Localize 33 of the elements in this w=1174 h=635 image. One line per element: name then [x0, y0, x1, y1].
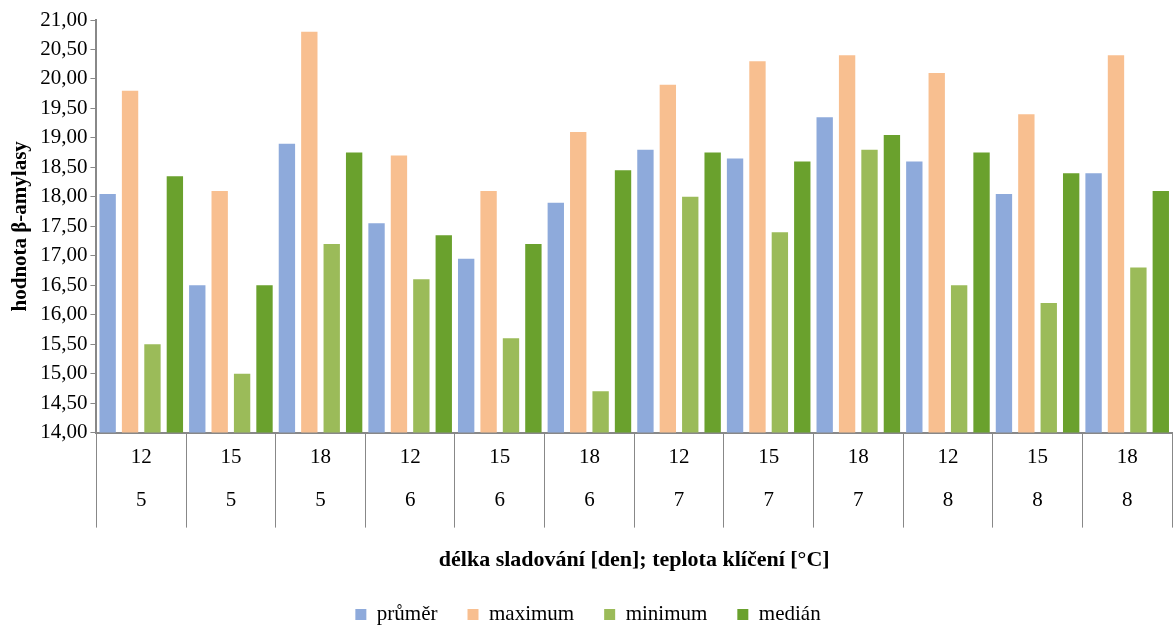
y-tick-label: 15,50 [40, 330, 88, 355]
x-tick-label: 15 8 [1027, 444, 1049, 512]
y-tick-label: 20,00 [40, 65, 88, 90]
y-tick-label: 16,00 [40, 301, 88, 326]
x-axis-title: délka sladování [den]; teplota klíčení [°C] [438, 546, 830, 572]
x-tick-label: 15 7 [758, 444, 780, 512]
y-tick-label: 14,00 [40, 419, 88, 444]
y-tick-label: 16,50 [40, 271, 88, 296]
y-tick-label: 19,00 [40, 124, 88, 149]
y-tick-label: 14,50 [40, 389, 88, 414]
y-axis-title: hodnota β-amylasy [7, 140, 32, 312]
y-tick-label: 18,50 [40, 153, 88, 178]
legend-label: průměr [376, 601, 438, 626]
y-tick-label: 19,50 [40, 94, 88, 119]
legend-label: minimum [625, 601, 708, 626]
x-tick-label: 12 5 [130, 444, 152, 512]
x-tick-label: 18 5 [310, 444, 332, 512]
x-tick-label: 18 7 [847, 444, 869, 512]
x-tick-label: 15 6 [489, 444, 511, 512]
x-tick-label: 12 7 [668, 444, 690, 512]
x-tick-label: 12 8 [937, 444, 959, 512]
y-tick-label: 18,00 [40, 183, 88, 208]
legend-label: medián [758, 601, 822, 626]
x-tick-label: 12 6 [399, 444, 421, 512]
y-tick-label: 17,00 [40, 242, 88, 267]
x-tick-label: 15 5 [220, 444, 242, 512]
legend-label: maximum [489, 601, 575, 626]
y-tick-label: 21,00 [40, 6, 88, 31]
x-tick-label: 18 8 [1116, 444, 1138, 512]
x-tick-label: 18 6 [578, 444, 600, 512]
y-tick-label: 15,00 [40, 360, 88, 385]
y-tick-label: 20,50 [40, 35, 88, 60]
y-tick-label: 17,50 [40, 212, 88, 237]
